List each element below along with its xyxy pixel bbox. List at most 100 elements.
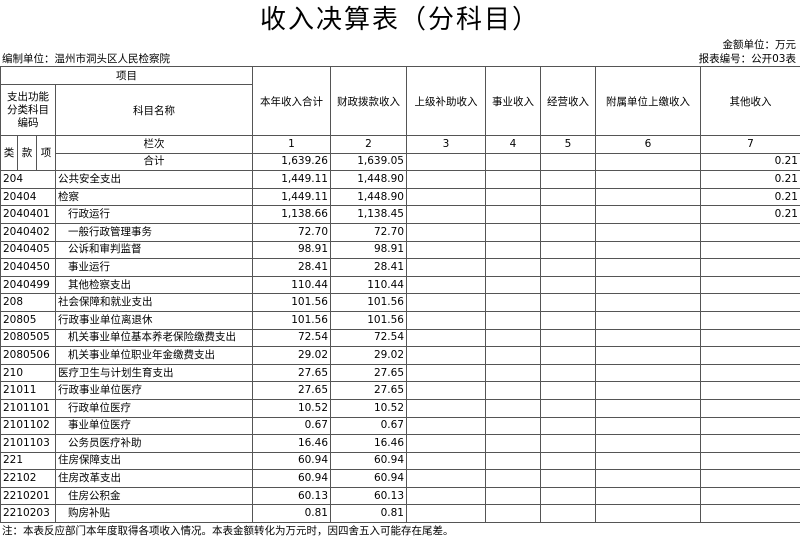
note: 注：本表反应部门本年度取得各项收入情况。本表金额转化为万元时，因四舍五入可能存在…	[2, 525, 454, 538]
cell: 0.67	[330, 416, 407, 436]
cell: 72.54	[252, 328, 331, 348]
cell: 101.56	[330, 293, 407, 312]
cell: 7	[700, 135, 800, 154]
header-cell: 上级补助收入	[406, 66, 486, 136]
cell	[485, 240, 541, 260]
row: 2080505 机关事业单位基本养老保险缴费支出 72.54 72.54	[0, 328, 800, 348]
cell	[595, 451, 701, 471]
cell	[700, 451, 800, 471]
cell	[595, 416, 701, 436]
cell	[700, 328, 800, 348]
cell: 1,138.45	[330, 205, 407, 224]
cell: 20805	[0, 310, 56, 330]
cell	[595, 205, 701, 224]
cell	[406, 346, 486, 365]
cell: 2080505	[0, 328, 56, 348]
cell: 110.44	[252, 275, 331, 295]
cell	[485, 152, 541, 172]
report-no: 报表编号：公开03表	[698, 53, 796, 65]
cell	[485, 486, 541, 506]
row: 210 医疗卫生与计划生育支出 27.65 27.65	[0, 363, 800, 383]
row: 2040402 一般行政管理事务 72.70 72.70	[0, 222, 800, 242]
cell	[540, 310, 596, 330]
cell	[485, 398, 541, 418]
info-row: 编制单位：温州市洞头区人民检察院 报表编号：公开03表	[0, 52, 800, 66]
cell: 公诉和审判监督	[55, 240, 253, 260]
cell	[595, 240, 701, 260]
cell	[700, 486, 800, 506]
cell	[406, 469, 486, 488]
cell	[540, 346, 596, 365]
row: 2101101 行政单位医疗 10.52 10.52	[0, 398, 800, 418]
cell	[540, 240, 596, 260]
cell	[595, 381, 701, 400]
cell: 29.02	[330, 346, 407, 365]
cell	[485, 363, 541, 383]
cell	[406, 187, 486, 207]
cell	[406, 240, 486, 260]
cell	[485, 310, 541, 330]
cell: 购房补贴	[55, 504, 253, 524]
cell: 0.81	[252, 504, 331, 524]
row: 22102 住房改革支出 60.94 60.94	[0, 469, 800, 488]
cell: 行政事业单位医疗	[55, 381, 253, 400]
cell: 16.46	[252, 434, 331, 453]
cell	[540, 258, 596, 277]
cell	[540, 187, 596, 207]
cell	[595, 293, 701, 312]
cell	[406, 205, 486, 224]
row: 208 社会保障和就业支出 101.56 101.56	[0, 293, 800, 312]
cell: 101.56	[330, 310, 407, 330]
cell: 公务员医疗补助	[55, 434, 253, 453]
header-cell: 财政拨款收入	[330, 66, 407, 136]
cell: 60.94	[330, 469, 407, 488]
cell	[485, 434, 541, 453]
org: 编制单位：温州市洞头区人民检察院	[2, 53, 170, 65]
cell	[406, 486, 486, 506]
row: 2210203 购房补贴 0.81 0.81	[0, 504, 800, 524]
cell	[540, 170, 596, 189]
cell	[595, 275, 701, 295]
cell: 0.81	[330, 504, 407, 524]
cell: 2210201	[0, 486, 56, 506]
cell	[595, 363, 701, 383]
cell	[595, 187, 701, 207]
cell	[540, 451, 596, 471]
cell	[485, 504, 541, 524]
cell	[700, 469, 800, 488]
cell: 事业单位医疗	[55, 416, 253, 436]
cell: 0.21	[700, 170, 800, 189]
cell: 2	[330, 135, 407, 154]
cell: 1,448.90	[330, 170, 407, 189]
header-cell: 本年收入合计	[252, 66, 331, 136]
cell: 2040405	[0, 240, 56, 260]
cell: 2101102	[0, 416, 56, 436]
cell: 10.52	[330, 398, 407, 418]
cell	[540, 363, 596, 383]
total-label: 合计	[55, 152, 253, 172]
cell: 208	[0, 293, 56, 312]
cell	[485, 275, 541, 295]
cell	[595, 222, 701, 242]
cell: 行政单位医疗	[55, 398, 253, 418]
cell: 60.94	[330, 451, 407, 471]
cell	[540, 434, 596, 453]
cell	[540, 152, 596, 172]
cell: 机关事业单位基本养老保险缴费支出	[55, 328, 253, 348]
header-cell: 其他收入	[700, 66, 800, 136]
row: 2040499 其他检察支出 110.44 110.44	[0, 275, 800, 295]
cell	[406, 398, 486, 418]
cell	[485, 222, 541, 242]
cell	[540, 205, 596, 224]
cell: 22102	[0, 469, 56, 488]
cell	[700, 310, 800, 330]
cell: 72.54	[330, 328, 407, 348]
cell: 72.70	[330, 222, 407, 242]
cell	[595, 504, 701, 524]
cell: 2040401	[0, 205, 56, 224]
cell	[595, 398, 701, 418]
cell: 住房保障支出	[55, 451, 253, 471]
cell: 2040402	[0, 222, 56, 242]
cell: 0.67	[252, 416, 331, 436]
table: 项目 本年收入合计 财政拨款收入 上级补助收入 事业收入 经营收入 附属单位上缴…	[0, 66, 800, 524]
